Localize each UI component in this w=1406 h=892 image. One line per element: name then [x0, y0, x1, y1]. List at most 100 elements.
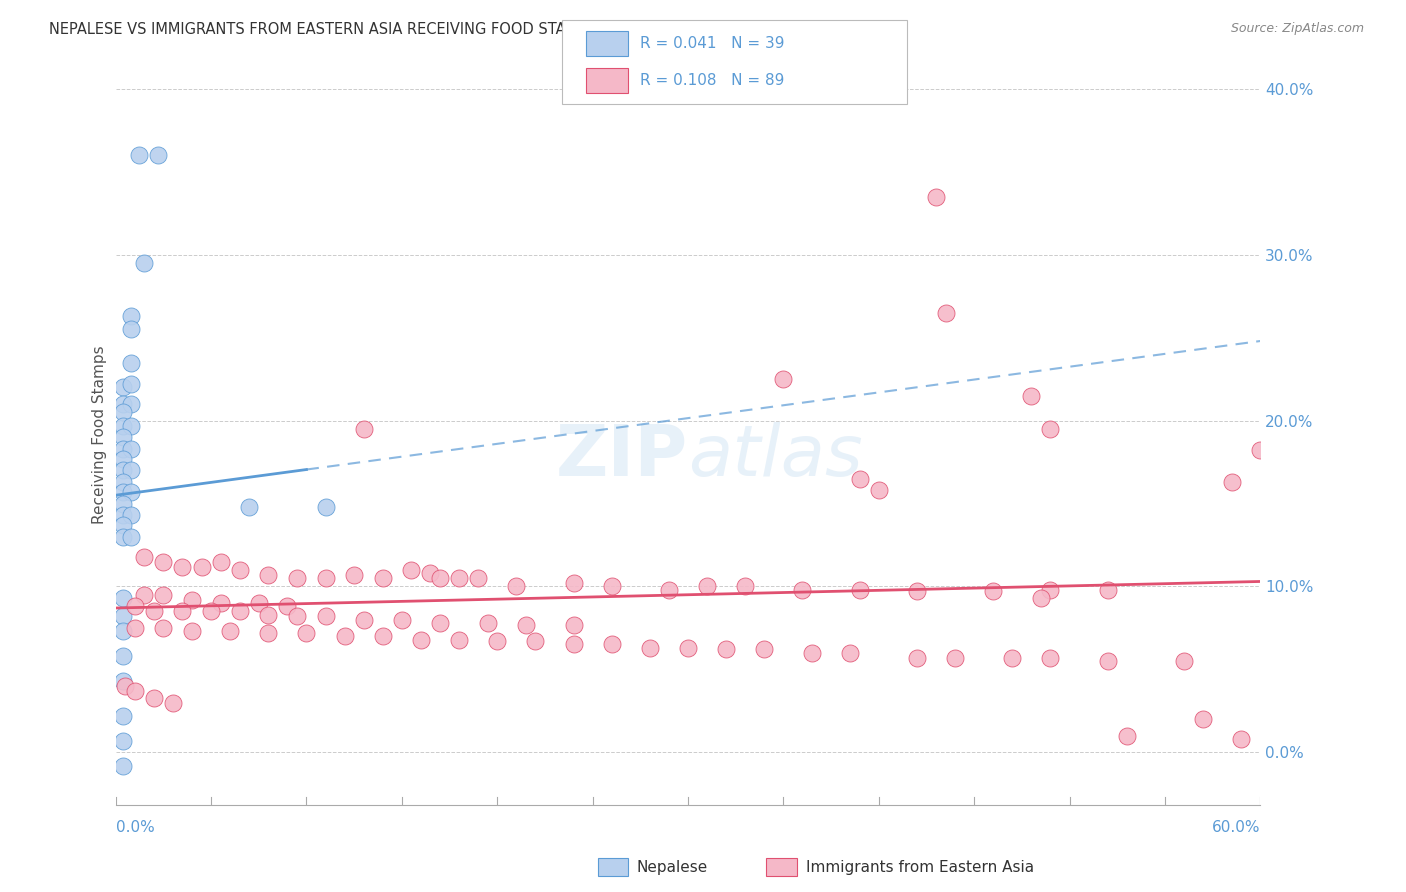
Point	[943, 650, 966, 665]
Point	[905, 584, 928, 599]
Point	[120, 309, 142, 323]
Point	[515, 617, 537, 632]
Point	[792, 582, 814, 597]
Point	[120, 377, 142, 392]
Point	[120, 530, 142, 544]
Point	[1249, 443, 1271, 458]
Point	[1230, 731, 1253, 746]
Point	[714, 642, 737, 657]
Y-axis label: Receiving Food Stamps: Receiving Food Stamps	[93, 345, 107, 524]
Point	[112, 496, 135, 510]
Point	[333, 629, 356, 643]
Point	[409, 632, 432, 647]
Point	[868, 483, 890, 498]
Point	[315, 571, 337, 585]
Point	[142, 690, 165, 705]
Point	[295, 626, 318, 640]
Point	[353, 422, 375, 436]
Point	[276, 599, 298, 614]
Point	[124, 599, 146, 614]
Point	[120, 418, 142, 433]
Point	[772, 372, 794, 386]
Point	[1220, 475, 1243, 489]
Point	[112, 673, 135, 688]
Text: atlas: atlas	[688, 423, 863, 491]
Point	[676, 640, 699, 655]
Point	[114, 679, 136, 693]
Point	[467, 571, 489, 585]
Point	[562, 638, 585, 652]
Point	[112, 624, 135, 639]
Point	[124, 621, 146, 635]
Point	[429, 571, 451, 585]
Point	[120, 442, 142, 456]
Point	[112, 508, 135, 523]
Text: 60.0%: 60.0%	[1212, 821, 1260, 835]
Point	[112, 397, 135, 411]
Point	[1039, 650, 1062, 665]
Point	[152, 621, 174, 635]
Point	[134, 588, 156, 602]
Point	[172, 604, 194, 618]
Point	[228, 604, 250, 618]
Point	[152, 588, 174, 602]
Point	[1173, 654, 1195, 668]
Point	[600, 579, 623, 593]
Text: 0.0%: 0.0%	[115, 821, 155, 835]
Point	[981, 584, 1004, 599]
Point	[1097, 654, 1119, 668]
Point	[486, 634, 509, 648]
Point	[112, 649, 135, 664]
Point	[257, 626, 280, 640]
Point	[142, 604, 165, 618]
Text: Immigrants from Eastern Asia: Immigrants from Eastern Asia	[806, 860, 1033, 874]
Text: R = 0.108   N = 89: R = 0.108 N = 89	[640, 73, 785, 88]
Point	[112, 708, 135, 723]
Point	[112, 484, 135, 499]
Point	[477, 615, 499, 630]
Point	[343, 567, 366, 582]
Point	[120, 508, 142, 523]
Point	[228, 563, 250, 577]
Point	[112, 758, 135, 772]
Point	[905, 650, 928, 665]
Point	[505, 579, 527, 593]
Point	[162, 696, 184, 710]
Point	[181, 624, 204, 639]
Point	[112, 430, 135, 444]
Point	[1039, 582, 1062, 597]
Point	[134, 256, 156, 270]
Point	[401, 563, 423, 577]
Point	[112, 418, 135, 433]
Point	[658, 582, 681, 597]
Point	[128, 148, 150, 162]
Point	[120, 355, 142, 369]
Point	[848, 472, 870, 486]
Point	[315, 609, 337, 624]
Point	[600, 638, 623, 652]
Point	[934, 306, 956, 320]
Point	[1021, 389, 1043, 403]
Point	[371, 571, 394, 585]
Point	[209, 555, 232, 569]
Point	[238, 500, 260, 514]
Point	[1029, 591, 1052, 605]
Point	[562, 576, 585, 591]
Point	[209, 596, 232, 610]
Point	[120, 322, 142, 336]
Point	[801, 646, 824, 660]
Point	[112, 591, 135, 605]
Point	[447, 632, 470, 647]
Point	[315, 500, 337, 514]
Point	[1115, 729, 1137, 743]
Point	[181, 592, 204, 607]
Point	[285, 571, 308, 585]
Text: R = 0.041   N = 39: R = 0.041 N = 39	[640, 36, 785, 51]
Point	[112, 442, 135, 456]
Point	[120, 463, 142, 477]
Point	[112, 451, 135, 466]
Point	[112, 475, 135, 489]
Point	[391, 613, 413, 627]
Text: ZIP: ZIP	[555, 423, 688, 491]
Point	[200, 604, 222, 618]
